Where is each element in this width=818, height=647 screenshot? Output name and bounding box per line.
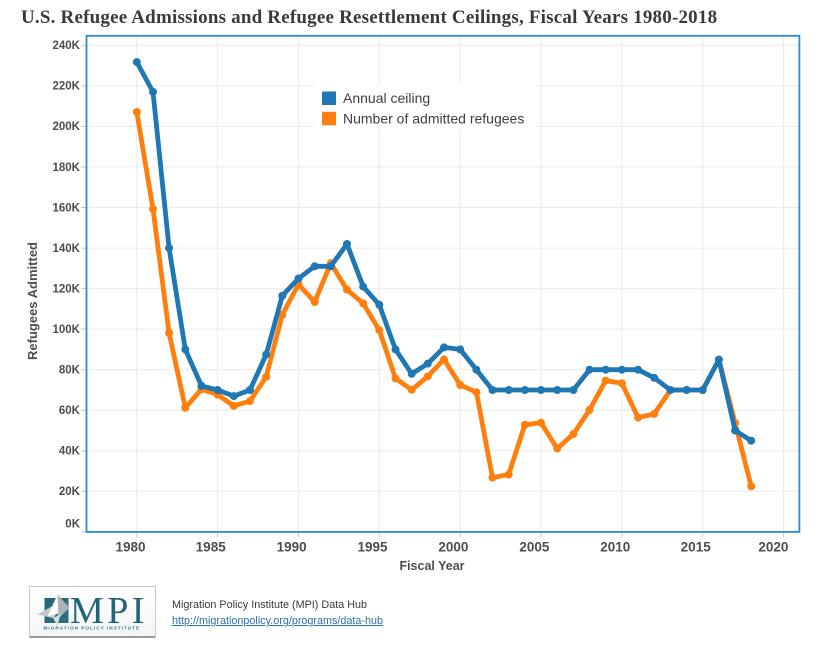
svg-text:MPI: MPI [70, 590, 148, 632]
svg-text:1980: 1980 [115, 540, 145, 555]
svg-text:0K: 0K [65, 519, 80, 531]
svg-text:2000: 2000 [438, 540, 468, 555]
svg-text:2020: 2020 [758, 540, 788, 555]
svg-text:60K: 60K [59, 405, 81, 417]
svg-text:80K: 80K [59, 365, 81, 377]
svg-text:40K: 40K [59, 446, 81, 458]
svg-text:Annual ceiling: Annual ceiling [343, 90, 430, 106]
svg-text:20K: 20K [59, 486, 81, 498]
svg-text:Number of admitted refugees: Number of admitted refugees [343, 110, 524, 126]
svg-text:MIGRATION POLICY INSTITUTE: MIGRATION POLICY INSTITUTE [44, 626, 141, 631]
svg-text:1995: 1995 [357, 540, 388, 555]
svg-text:Refugees Admitted: Refugees Admitted [25, 242, 40, 360]
svg-text:2015: 2015 [681, 540, 712, 555]
svg-text:200K: 200K [53, 121, 81, 133]
svg-text:240K: 240K [53, 40, 81, 52]
svg-text:1990: 1990 [277, 540, 307, 555]
svg-text:2010: 2010 [600, 540, 630, 555]
svg-text:160K: 160K [53, 202, 81, 214]
svg-text:140K: 140K [53, 243, 81, 255]
svg-text:Fiscal Year: Fiscal Year [399, 559, 464, 573]
svg-text:100K: 100K [53, 324, 81, 336]
svg-text:220K: 220K [53, 81, 81, 93]
svg-text:180K: 180K [53, 162, 81, 174]
svg-text:1985: 1985 [196, 540, 227, 555]
svg-text:2005: 2005 [519, 540, 550, 555]
svg-text:120K: 120K [53, 283, 81, 295]
